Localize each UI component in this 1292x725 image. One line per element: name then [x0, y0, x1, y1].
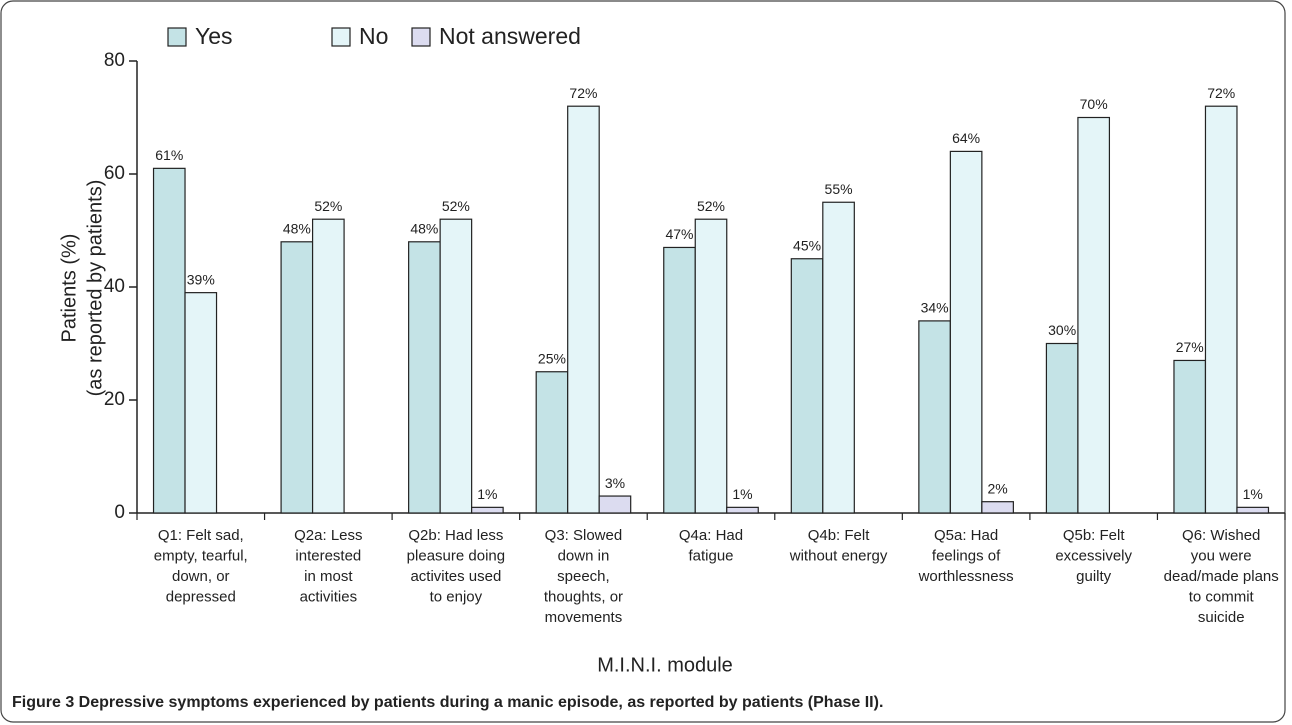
y-tick-label: 40: [104, 276, 125, 297]
bar: [408, 241, 441, 514]
x-axis-label: M.I.N.I. module: [597, 654, 733, 676]
x-tick-label: Q2b: Had less: [408, 527, 503, 544]
x-tick-label: pleasure doing: [407, 547, 505, 564]
value-label: 52%: [697, 198, 725, 214]
bar: [663, 246, 696, 514]
legend-label: Yes: [195, 23, 233, 49]
x-tick-label: Q2a: Less: [294, 527, 362, 544]
legend-swatch: [331, 27, 351, 47]
bar: [790, 258, 824, 514]
x-tick-label: interested: [295, 547, 361, 564]
value-label: 45%: [793, 237, 821, 253]
bar: [439, 218, 473, 514]
bar: [949, 150, 983, 514]
y-axis-label: (as reported by patients): [84, 180, 106, 397]
x-tick-label: Q3: Slowed: [545, 527, 623, 544]
legend-swatch: [411, 27, 431, 47]
value-label: 48%: [283, 221, 311, 237]
value-label: 72%: [569, 85, 597, 101]
y-tick-label: 80: [104, 50, 125, 71]
y-tick-label: 20: [104, 389, 125, 410]
x-tick-label: guilty: [1076, 568, 1112, 585]
x-tick-label: you were: [1191, 547, 1252, 564]
value-label: 64%: [952, 130, 980, 146]
x-tick-label: Q4b: Felt: [808, 527, 871, 544]
x-tick-label: depressed: [166, 588, 236, 605]
x-tick-label: excessively: [1055, 547, 1132, 564]
bar: [1045, 342, 1079, 514]
legend-label: No: [359, 23, 388, 49]
x-tick-label: Q5b: Felt: [1063, 527, 1126, 544]
bar: [311, 218, 345, 514]
caption: Figure 3 Depressive symptoms experienced…: [12, 694, 883, 711]
x-tick-label: in most: [304, 568, 353, 585]
x-tick-label: feelings of: [932, 547, 1001, 564]
x-tick-label: activities: [300, 588, 358, 605]
x-tick-label: Q1: Felt sad,: [158, 527, 244, 544]
value-label: 52%: [442, 198, 470, 214]
bar: [471, 506, 504, 514]
y-axis-label: Patients (%): [58, 234, 80, 343]
bar: [1173, 359, 1207, 514]
x-tick-label: Q5a: Had: [934, 527, 998, 544]
x-tick-label: Q4a: Had: [679, 527, 743, 544]
bar: [1204, 105, 1238, 514]
bar: [726, 506, 759, 514]
x-tick-label: empty, tearful,: [154, 547, 248, 564]
value-label: 30%: [1048, 322, 1076, 338]
y-tick-label: 0: [114, 502, 125, 523]
x-tick-label: thoughts, or: [544, 588, 623, 605]
value-label: 27%: [1176, 339, 1204, 355]
x-tick-label: to enjoy: [430, 588, 483, 605]
x-tick-label: fatigue: [688, 547, 733, 564]
legend-swatch: [167, 27, 187, 47]
x-tick-label: down in: [558, 547, 610, 564]
bar: [184, 292, 218, 514]
value-label: 1%: [732, 486, 752, 502]
x-tick-label: worthlessness: [918, 568, 1014, 585]
value-label: 52%: [314, 198, 342, 214]
value-label: 2%: [987, 480, 1007, 496]
value-label: 48%: [410, 221, 438, 237]
bar: [981, 501, 1014, 514]
bar: [918, 320, 951, 514]
bar: [822, 201, 855, 514]
value-label: 61%: [155, 147, 183, 163]
bar: [694, 218, 728, 514]
y-tick-label: 60: [104, 163, 125, 184]
x-tick-label: to commit: [1189, 588, 1255, 605]
x-tick-label: activites used: [410, 568, 501, 585]
value-label: 47%: [665, 226, 693, 242]
bar: [280, 241, 314, 514]
value-label: 3%: [605, 475, 625, 491]
bar: [1236, 506, 1270, 514]
x-tick-label: Q6: Wished: [1182, 527, 1260, 544]
value-label: 39%: [187, 271, 215, 287]
value-label: 34%: [921, 300, 949, 316]
x-tick-label: suicide: [1198, 609, 1245, 626]
legend-label: Not answered: [439, 23, 581, 49]
value-label: 1%: [477, 486, 497, 502]
x-tick-label: speech,: [557, 568, 610, 585]
value-label: 55%: [825, 181, 853, 197]
x-tick-label: without energy: [789, 547, 888, 564]
x-tick-label: down, or: [172, 568, 230, 585]
bar: [152, 167, 186, 514]
value-label: 70%: [1080, 96, 1108, 112]
value-label: 25%: [538, 350, 566, 366]
value-label: 72%: [1207, 85, 1235, 101]
x-tick-label: movements: [545, 609, 623, 626]
bar: [598, 495, 632, 514]
bar: [535, 371, 569, 514]
x-tick-label: dead/made plans: [1164, 568, 1279, 585]
bar: [1077, 116, 1111, 514]
bar: [567, 105, 600, 514]
value-label: 1%: [1243, 486, 1263, 502]
